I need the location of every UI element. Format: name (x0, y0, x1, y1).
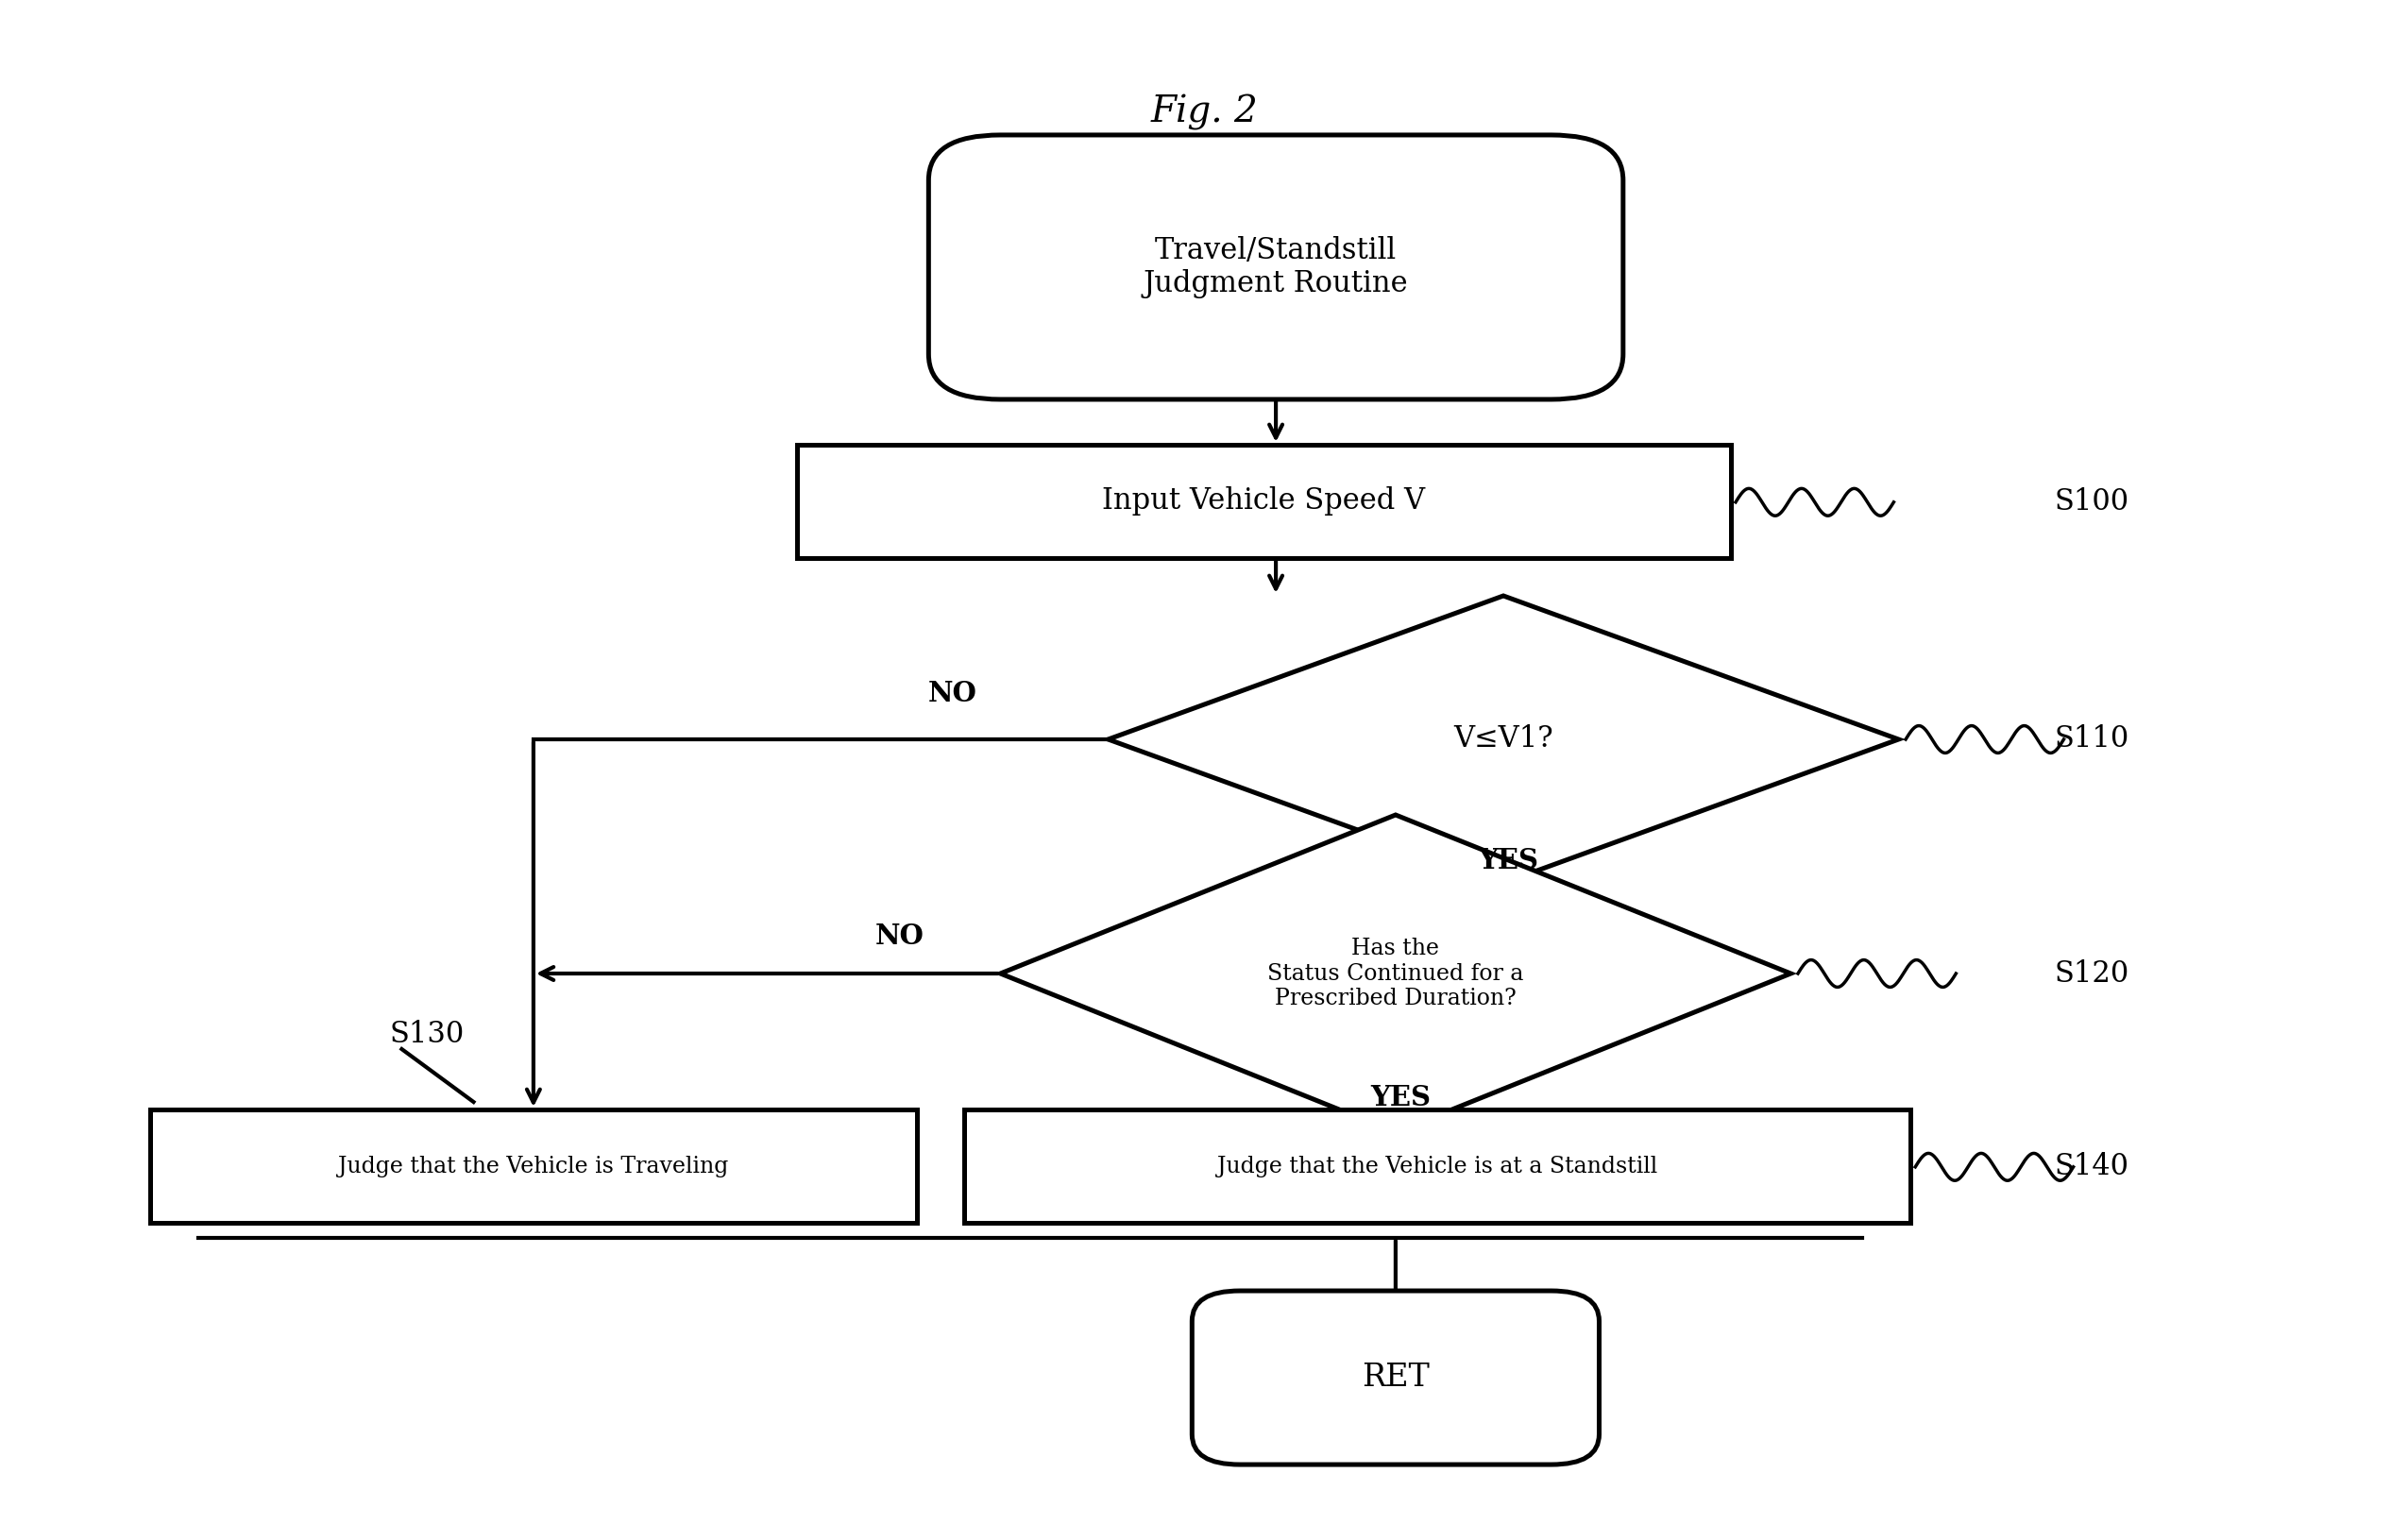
Text: S110: S110 (2054, 725, 2129, 754)
Text: S120: S120 (2054, 959, 2129, 988)
FancyBboxPatch shape (1192, 1291, 1599, 1465)
FancyBboxPatch shape (929, 136, 1623, 399)
Bar (149, 1109, 917, 1222)
Text: NO: NO (877, 922, 925, 949)
Text: Judge that the Vehicle is at a Standstill: Judge that the Vehicle is at a Standstil… (1218, 1155, 1657, 1177)
Text: Fig. 2: Fig. 2 (1151, 94, 1257, 130)
Polygon shape (999, 815, 1792, 1132)
Text: NO: NO (927, 680, 978, 707)
Bar (797, 445, 1731, 558)
Text: V≤V1?: V≤V1? (1454, 725, 1553, 754)
Text: Judge that the Vehicle is Traveling: Judge that the Vehicle is Traveling (337, 1155, 730, 1177)
Text: S100: S100 (2054, 488, 2129, 517)
Text: YES: YES (1479, 846, 1539, 873)
Bar (966, 1109, 1910, 1222)
Text: S130: S130 (390, 1020, 465, 1049)
Text: Travel/Standstill
Judgment Routine: Travel/Standstill Judgment Routine (1144, 236, 1409, 299)
Text: YES: YES (1370, 1084, 1430, 1111)
Text: S140: S140 (2054, 1152, 2129, 1181)
Text: Has the
Status Continued for a
Prescribed Duration?: Has the Status Continued for a Prescribe… (1267, 937, 1524, 1009)
Text: Input Vehicle Speed V: Input Vehicle Speed V (1103, 486, 1426, 517)
Polygon shape (1108, 596, 1898, 882)
Text: RET: RET (1361, 1362, 1430, 1393)
